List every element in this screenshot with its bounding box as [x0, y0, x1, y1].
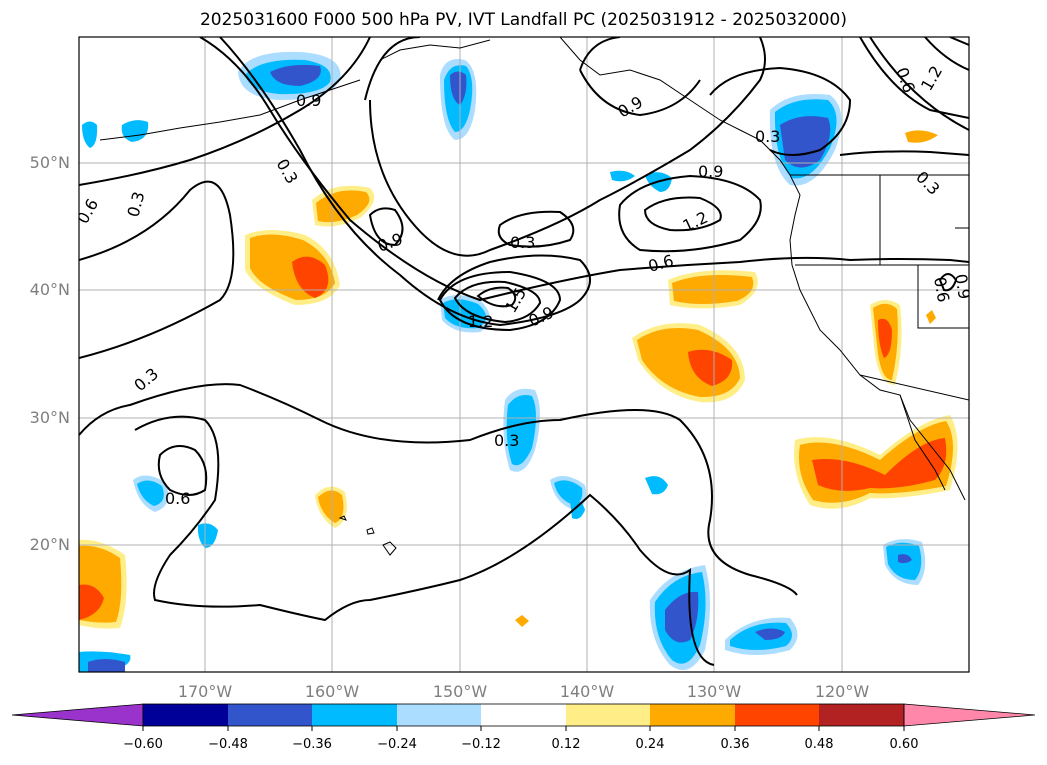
- negative-anomaly: [554, 480, 583, 505]
- contour-label: 0.6: [73, 195, 102, 227]
- colorbar-segment: [143, 704, 228, 726]
- positive-anomaly: [79, 584, 104, 620]
- colorbar-tick-label: 0.12: [551, 737, 581, 752]
- contour-label: 0.9: [615, 92, 647, 121]
- contour-label: 0.9: [296, 91, 321, 110]
- colorbar-tick-label: 0.48: [804, 737, 834, 752]
- contour-label: 1.2: [468, 312, 493, 331]
- negative-anomaly: [645, 476, 668, 495]
- lat-label-40n: 40°N: [29, 280, 70, 299]
- positive-anomaly: [292, 256, 329, 298]
- contour-label: 0.6: [646, 251, 676, 276]
- colorbar-segment: [650, 704, 735, 726]
- lon-label-170w: 170°W: [177, 682, 233, 701]
- contour-label: 0.9: [698, 162, 723, 181]
- lon-label-140w: 140°W: [559, 682, 615, 701]
- contour-label: 0.3: [755, 127, 780, 146]
- map-frame: [78, 36, 970, 673]
- contour-label: 0.3: [130, 364, 162, 395]
- negative-anomaly: [270, 64, 321, 86]
- colorbar-segment: [735, 704, 819, 726]
- contour-label: 1.2: [680, 208, 711, 236]
- colorbar-tick-label: −0.36: [292, 737, 332, 752]
- contour-label: 1.2: [917, 62, 946, 94]
- lat-label-30n: 30°N: [29, 408, 70, 427]
- colorbar-tick-label: −0.12: [461, 737, 501, 752]
- contour-label: 0.3: [510, 233, 535, 252]
- colorbar-segment: [819, 704, 904, 726]
- positive-anomaly: [316, 190, 370, 223]
- colorbar-segment: [481, 704, 566, 726]
- negative-anomaly: [450, 71, 467, 105]
- colorbar: [11, 703, 1036, 731]
- negative-anomaly: [898, 554, 912, 564]
- lon-label-120w: 120°W: [814, 682, 870, 701]
- contour-label: 0.6: [930, 275, 953, 303]
- contour-label: 0.6: [165, 489, 190, 508]
- lon-label-150w: 150°W: [432, 682, 488, 701]
- colorbar-tick-label: 0.36: [720, 737, 750, 752]
- colorbar-tick-label: −0.60: [123, 737, 163, 752]
- negative-anomaly: [197, 523, 218, 548]
- lon-label-160w: 160°W: [304, 682, 360, 701]
- negative-anomaly: [570, 499, 585, 519]
- colorbar-tick-label: −0.24: [377, 737, 417, 752]
- pv-contours: [79, 37, 969, 666]
- negative-anomaly: [610, 170, 635, 182]
- negative-anomaly: [755, 628, 785, 640]
- colorbar-extend-low: [11, 703, 144, 727]
- positive-anomaly: [812, 438, 947, 491]
- colorbar-segment: [312, 704, 397, 726]
- colorbar-segment: [228, 704, 312, 726]
- positive-anomaly: [905, 130, 938, 143]
- negative-anomaly: [137, 480, 164, 506]
- negative-anomaly: [506, 395, 536, 466]
- positive-anomaly: [926, 310, 936, 324]
- colorbar-segment: [397, 704, 481, 726]
- contour-label: 0.3: [912, 167, 943, 198]
- contour-label: 0.9: [375, 229, 405, 256]
- negative-anomaly: [121, 120, 149, 142]
- positive-anomaly: [688, 349, 733, 386]
- contour-label: 0.3: [273, 156, 302, 188]
- lat-label-50n: 50°N: [29, 153, 70, 172]
- positive-anomaly: [318, 490, 344, 523]
- lat-label-20n: 20°N: [29, 535, 70, 554]
- colorbar-tick-label: −0.48: [208, 737, 248, 752]
- coastlines: [99, 37, 969, 556]
- contour-label: 0.3: [124, 190, 149, 220]
- colorbar-tick-label: 0.24: [635, 737, 665, 752]
- negative-anomaly: [88, 659, 125, 672]
- map-title: 2025031600 F000 500 hPa PV, IVT Landfall…: [199, 10, 847, 30]
- colorbar-tick-label: 0.60: [889, 737, 919, 752]
- contour-label: 0.9: [951, 272, 974, 300]
- colorbar-extend-high: [903, 703, 1036, 727]
- contour-label: 0.3: [494, 431, 519, 450]
- positive-anomaly: [515, 615, 529, 627]
- ivt-shading: [79, 51, 958, 672]
- colorbar-segment: [566, 704, 650, 726]
- negative-anomaly: [82, 121, 98, 148]
- lon-label-130w: 130°W: [686, 682, 742, 701]
- positive-anomaly: [878, 318, 892, 358]
